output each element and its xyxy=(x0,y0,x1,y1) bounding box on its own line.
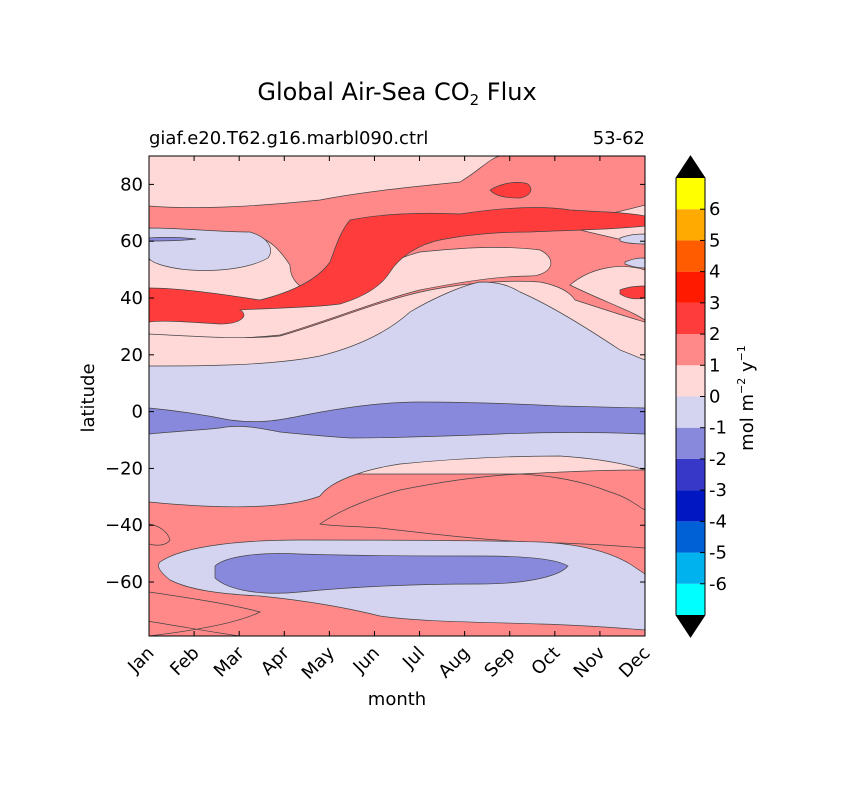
region-equatorial-uptake xyxy=(149,401,645,439)
colorbar-tick-label: -4 xyxy=(709,511,727,532)
region-north-winter-uptake-right xyxy=(619,233,645,269)
y-axis-label: latitude xyxy=(78,363,99,432)
colorbar-tick-label: -2 xyxy=(709,449,727,470)
colorbar-swatch xyxy=(676,427,705,459)
y-tick-label: −20 xyxy=(105,458,143,479)
chart-title: Global Air-Sea CO2 Flux xyxy=(257,78,536,109)
y-tick-label: 60 xyxy=(120,231,143,252)
colorbar-swatch xyxy=(676,240,705,272)
colorbar-tick-label: 3 xyxy=(709,293,720,314)
colorbar-swatch xyxy=(676,209,705,241)
colorbar-swatch xyxy=(676,178,705,210)
y-tick-label: 80 xyxy=(120,174,143,195)
y-tick-label: −40 xyxy=(105,515,143,536)
colorbar-swatch xyxy=(676,583,705,615)
colorbar-tick-label: 6 xyxy=(709,199,720,220)
colorbar-swatch xyxy=(676,552,705,584)
x-tick-label: Apr xyxy=(257,642,294,679)
x-tick-label: Jan xyxy=(123,643,158,678)
x-tick-label: Sep xyxy=(480,643,519,682)
subtitle-left: giaf.e20.T62.g16.marbl090.ctrl xyxy=(149,128,428,149)
colorbar-swatch xyxy=(676,271,705,303)
colorbar-tick-label: -3 xyxy=(709,480,727,501)
x-tick-label: Aug xyxy=(434,643,474,683)
colorbar-swatch xyxy=(676,490,705,522)
colorbar-swatch xyxy=(676,302,705,335)
region-southern-ocean-core xyxy=(214,553,569,594)
y-tick-label: −60 xyxy=(105,572,143,593)
y-tick-label: 20 xyxy=(120,345,143,366)
x-tick-label: Nov xyxy=(570,642,610,682)
x-tick-label: Mar xyxy=(210,642,249,681)
colorbar-label: mol m−2 y−1 xyxy=(735,345,758,451)
colorbar-swatch xyxy=(676,334,705,366)
colorbar-over-arrow xyxy=(676,156,705,178)
x-tick-label: May xyxy=(298,642,339,683)
x-tick-label: Jul xyxy=(398,643,429,674)
subtitle-right: 53-62 xyxy=(593,128,645,149)
x-tick-label: Feb xyxy=(166,643,203,680)
y-tick-label: 40 xyxy=(120,288,143,309)
colorbar-swatch xyxy=(676,365,705,397)
x-tick-label: Oct xyxy=(527,643,564,680)
colorbar-tick-label: 5 xyxy=(709,230,720,251)
colorbar-under-arrow xyxy=(676,615,705,637)
region-north-winter-uptake xyxy=(149,227,271,271)
plot-frame xyxy=(148,155,646,637)
x-axis-label: month xyxy=(368,689,426,710)
colorbar-tick-label: 1 xyxy=(709,355,720,376)
y-tick-label: 0 xyxy=(132,402,143,423)
region-northern-summer-max xyxy=(149,182,645,325)
colorbar-tick-label: 4 xyxy=(709,262,720,283)
colorbar-tick-label: -6 xyxy=(709,574,727,595)
contour-plot xyxy=(149,156,645,636)
region-south-subtropical-positive xyxy=(319,473,645,549)
colorbar-swatch xyxy=(676,458,705,491)
colorbar-tick-label: -1 xyxy=(709,418,727,439)
y-axis: 80 60 40 20 0 −20 −40 −60 xyxy=(105,174,645,593)
region-north-sliver xyxy=(149,236,197,242)
colorbar-outline xyxy=(675,155,706,638)
x-tick-label: Dec xyxy=(615,643,654,682)
region-tropical-uptake xyxy=(149,281,645,508)
colorbar-swatch xyxy=(676,396,705,428)
colorbar: -6 -5 -4 -3 -2 -1 0 1 2 3 4 5 6 xyxy=(675,155,727,638)
region-south-west-positive xyxy=(149,523,171,546)
colorbar-swatch xyxy=(676,521,705,553)
colorbar-tick-label: 0 xyxy=(709,387,720,408)
colorbar-tick-label: -5 xyxy=(709,543,727,564)
colorbar-tick-label: 2 xyxy=(709,324,720,345)
x-tick-label: Jun xyxy=(349,643,384,678)
